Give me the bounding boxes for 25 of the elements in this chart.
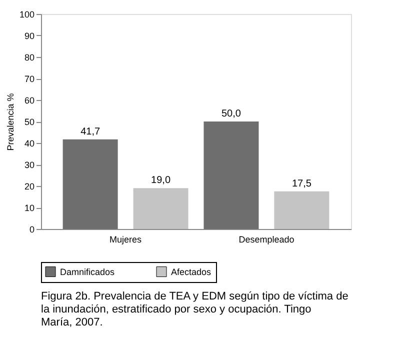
y-tick-label: 50 xyxy=(24,117,34,127)
data-label: 17,5 xyxy=(292,178,312,190)
legend-label: Damnificados xyxy=(60,266,116,277)
y-tick-label: 40 xyxy=(24,138,34,148)
y-tick-label: 10 xyxy=(24,203,34,213)
data-label: 19,0 xyxy=(151,175,171,186)
bar xyxy=(133,188,188,229)
bar xyxy=(62,139,118,229)
y-tick-label: 80 xyxy=(24,52,34,62)
x-tick-label: Desempleado xyxy=(238,234,294,244)
bar xyxy=(274,191,330,229)
y-tick-label: 90 xyxy=(24,31,34,41)
y-axis-title: Prevalencia % xyxy=(5,93,16,151)
x-tick-label: Mujeres xyxy=(110,234,142,244)
y-tick-label: 20 xyxy=(24,182,34,192)
y-tick-label: 0 xyxy=(29,224,34,234)
text: Figura 2b. Prevalencia de TEA y EDM según tipo de víctima de la inundación, estratificado por sexo y ocupación. Tingo María, 2007. xyxy=(41,290,348,328)
y-tick-label: 30 xyxy=(24,160,34,170)
y-tick-label: 70 xyxy=(24,74,34,84)
y-tick-label: 60 xyxy=(24,96,34,106)
bar xyxy=(204,122,259,229)
data-label: 41,7 xyxy=(80,126,100,138)
y-tick-label: 100 xyxy=(19,10,34,20)
legend-label: Afectados xyxy=(171,266,212,277)
data-label: 50,0 xyxy=(221,108,242,120)
